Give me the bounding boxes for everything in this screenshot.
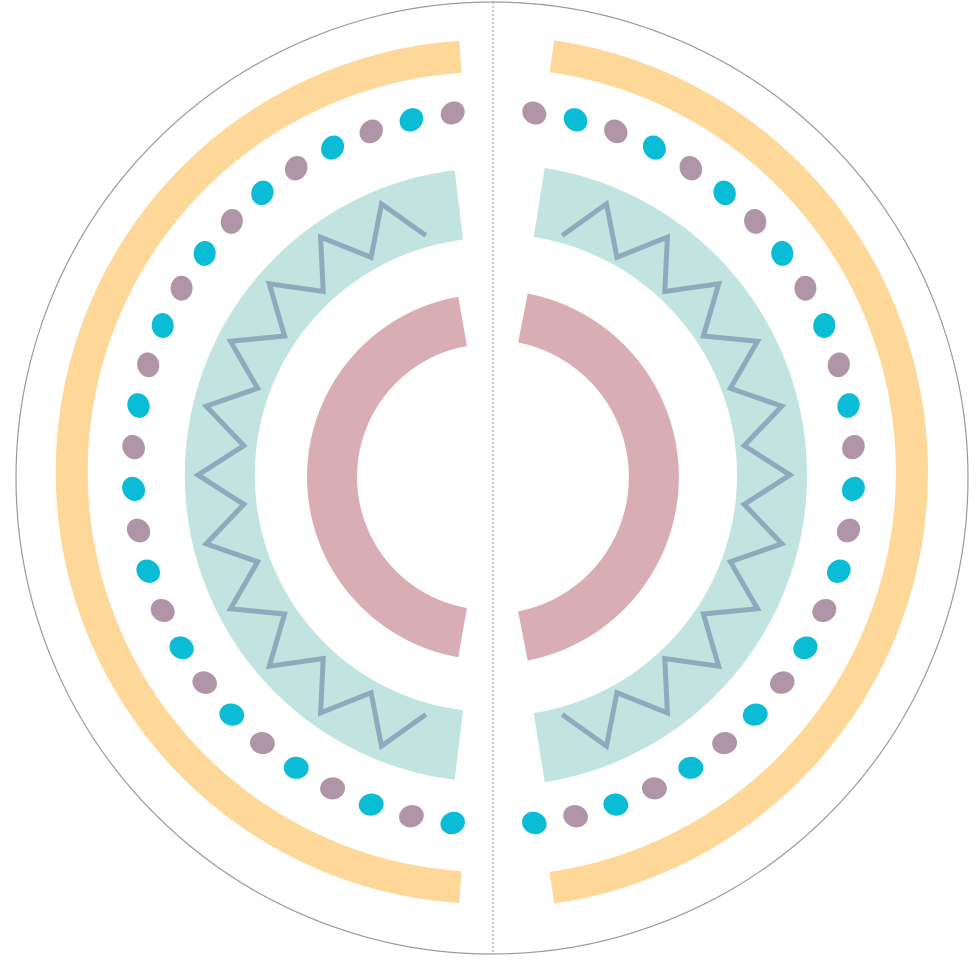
dot — [522, 811, 547, 835]
dot — [794, 275, 817, 301]
pink-arc — [517, 293, 679, 661]
zigzag — [560, 199, 795, 751]
dot — [283, 756, 309, 779]
dot — [440, 101, 465, 125]
dot — [358, 793, 384, 816]
dot — [641, 777, 667, 800]
dot — [604, 119, 628, 144]
dot — [563, 108, 588, 132]
dot — [742, 703, 768, 726]
dot — [126, 518, 151, 543]
dot — [136, 559, 161, 583]
dot — [170, 275, 193, 301]
dot — [220, 208, 243, 234]
dot — [841, 476, 865, 501]
zigzag — [193, 199, 428, 751]
dot — [320, 777, 346, 800]
dot — [193, 240, 216, 266]
dot — [826, 559, 851, 583]
dot — [563, 805, 588, 828]
dot — [827, 352, 850, 378]
dot — [440, 811, 465, 835]
teal-band — [533, 167, 807, 783]
orange-arc — [55, 40, 462, 904]
dot — [151, 313, 174, 338]
dot — [137, 352, 160, 378]
dot — [219, 703, 245, 726]
outer-circle — [15, 1, 969, 955]
dot — [284, 155, 308, 181]
dot — [744, 208, 767, 234]
dot — [150, 598, 175, 623]
dot — [642, 135, 666, 160]
dot — [522, 101, 547, 125]
dot — [679, 155, 703, 181]
dot — [192, 671, 217, 694]
dot — [321, 135, 345, 160]
dot — [359, 119, 383, 144]
dot — [837, 393, 860, 418]
dot — [793, 636, 818, 660]
pink-arc — [307, 296, 468, 658]
dot — [812, 598, 837, 623]
dot — [251, 180, 274, 206]
dot — [399, 108, 424, 132]
dot — [771, 240, 794, 266]
dot — [713, 180, 736, 206]
dot — [842, 434, 865, 460]
dot — [712, 732, 738, 755]
dot — [127, 393, 150, 418]
dot — [122, 476, 146, 501]
dot — [249, 732, 275, 755]
dot — [813, 313, 836, 338]
dot — [169, 636, 194, 660]
dot — [770, 671, 795, 694]
dot — [603, 793, 629, 816]
orange-arc — [549, 40, 928, 904]
dot — [122, 434, 145, 460]
dot — [678, 756, 704, 779]
dot — [399, 805, 424, 828]
dot — [836, 518, 861, 543]
